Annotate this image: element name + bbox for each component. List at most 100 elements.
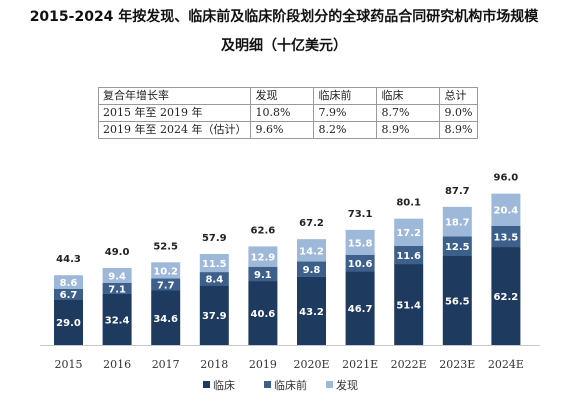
bar-value-label: 46.7 <box>348 304 373 315</box>
x-tick-label: 2022E <box>391 358 427 371</box>
x-tick-label: 2024E <box>488 358 524 371</box>
cagr-cell-period: 2015 年至 2019 年 <box>97 104 252 122</box>
bar-value-label: 56.5 <box>445 297 470 308</box>
bar-value-label: 7.1 <box>108 284 126 295</box>
legend-label: 临床前 <box>274 378 307 392</box>
cagr-cell-preclinical: 8.2% <box>313 121 378 139</box>
legend-label: 发现 <box>336 378 358 392</box>
bar-value-label: 11.5 <box>202 259 227 270</box>
cagr-cell-period: 2019 年至 2024 年（估计） <box>97 121 252 139</box>
bar-value-label: 10.6 <box>348 259 373 270</box>
bar-total-label: 87.7 <box>445 186 470 197</box>
bar-segment <box>394 218 424 246</box>
bar-segment <box>394 245 424 265</box>
legend-swatch <box>203 381 210 388</box>
legend-label: 临床 <box>213 378 235 392</box>
bar-segment <box>248 266 278 282</box>
bar-value-label: 9.8 <box>303 265 321 276</box>
cagr-cell-total: 9.0% <box>439 104 478 122</box>
bar-value-label: 7.7 <box>157 280 175 291</box>
x-tick-label: 2021E <box>342 358 378 371</box>
x-tick-label: 2015 <box>55 358 83 371</box>
cagr-cell-total: 8.9% <box>439 121 478 139</box>
bar-segment <box>102 267 132 283</box>
bar-total-label: 80.1 <box>396 198 421 209</box>
chart-title-line-2: 及明细（十亿美元） <box>221 38 347 54</box>
bar-value-label: 62.2 <box>494 292 519 303</box>
bar-segment <box>345 254 375 272</box>
cagr-cell-discovery: 9.6% <box>250 121 315 139</box>
bar-segment <box>199 272 229 286</box>
bar-segment <box>54 288 83 300</box>
bar-total-label: 67.2 <box>299 218 324 229</box>
x-tick-label: 2020E <box>293 358 329 371</box>
bar-value-label: 8.6 <box>60 278 78 289</box>
bar-value-label: 40.6 <box>251 309 276 320</box>
x-tick-label: 2019 <box>249 358 277 371</box>
bar-segment <box>297 261 326 277</box>
bar-value-label: 11.6 <box>396 251 421 262</box>
bar-value-label: 18.7 <box>445 218 470 229</box>
bar-segment <box>491 225 521 248</box>
bar-segment <box>102 282 132 294</box>
x-tick-label: 2023E <box>439 358 475 371</box>
bar-segment <box>345 271 375 345</box>
bar-value-label: 37.9 <box>202 311 227 322</box>
bar-value-label: 8.4 <box>205 275 223 286</box>
bar-total-label: 73.1 <box>348 209 373 220</box>
bar-value-label: 12.5 <box>445 242 470 253</box>
bar-segment <box>248 281 278 345</box>
bar-value-label: 43.2 <box>299 307 324 318</box>
bar-segment <box>151 262 181 279</box>
bar-total-label: 62.6 <box>251 225 276 236</box>
bar-segment <box>54 299 83 345</box>
chart-title-line-1: 2015-2024 年按发现、临床前及临床阶段划分的全球药品合同研究机构市场规模 <box>29 9 539 25</box>
bar-segment <box>151 278 181 291</box>
bar-segment <box>54 275 83 289</box>
bar-segment <box>151 290 181 345</box>
bar-value-label: 10.2 <box>153 266 178 277</box>
cagr-cell-clinical: 8.7% <box>376 104 441 122</box>
bar-segment <box>297 276 326 345</box>
cagr-table-row: 2019 年至 2024 年（估计） 9.6% 8.2% 8.9% 8.9% <box>97 121 478 139</box>
bar-total-label: 96.0 <box>494 173 519 184</box>
bar-value-label: 51.4 <box>396 301 421 312</box>
bar-segment <box>248 246 278 267</box>
bar-total-label: 49.0 <box>105 247 130 258</box>
bar-total-label: 57.9 <box>202 233 227 244</box>
bar-segment <box>394 264 424 345</box>
bar-segment <box>491 247 521 345</box>
bar-segment <box>199 253 229 273</box>
x-tick-label: 2016 <box>103 358 131 371</box>
bar-value-label: 6.7 <box>60 290 78 301</box>
x-tick-label: 2018 <box>200 358 228 371</box>
bar-segment <box>345 229 375 255</box>
bar-total-label: 44.3 <box>56 254 81 265</box>
legend-swatch <box>264 381 271 388</box>
bar-total-label: 52.5 <box>153 241 178 252</box>
bar-segment <box>442 256 472 345</box>
bar-value-label: 20.4 <box>494 206 519 217</box>
cagr-table-row: 2015 年至 2019 年 10.8% 7.9% 8.7% 9.0% <box>97 104 478 122</box>
bar-value-label: 9.4 <box>108 271 126 282</box>
bar-segment <box>199 285 229 345</box>
cagr-cell-clinical: 8.9% <box>376 121 441 139</box>
bar-value-label: 9.1 <box>254 270 272 281</box>
bar-value-label: 17.2 <box>396 228 421 239</box>
bar-value-label: 14.2 <box>299 246 324 257</box>
legend-swatch <box>326 381 333 388</box>
bar-segment <box>442 236 472 257</box>
bar-value-label: 15.8 <box>348 238 373 249</box>
bar-value-label: 32.4 <box>105 315 130 326</box>
bar-value-label: 12.9 <box>251 253 276 264</box>
bar-value-label: 13.5 <box>494 232 519 243</box>
bar-value-label: 34.6 <box>153 314 178 325</box>
bar-segment <box>491 193 521 226</box>
bar-segment <box>102 293 132 345</box>
bar-segment <box>297 239 326 262</box>
cagr-table: 复合年增长率 发现 临床前 临床 总计 2015 年至 2019 年 10.8%… <box>97 87 478 139</box>
bar-value-label: 29.0 <box>56 318 81 329</box>
x-tick-label: 2017 <box>152 358 180 371</box>
